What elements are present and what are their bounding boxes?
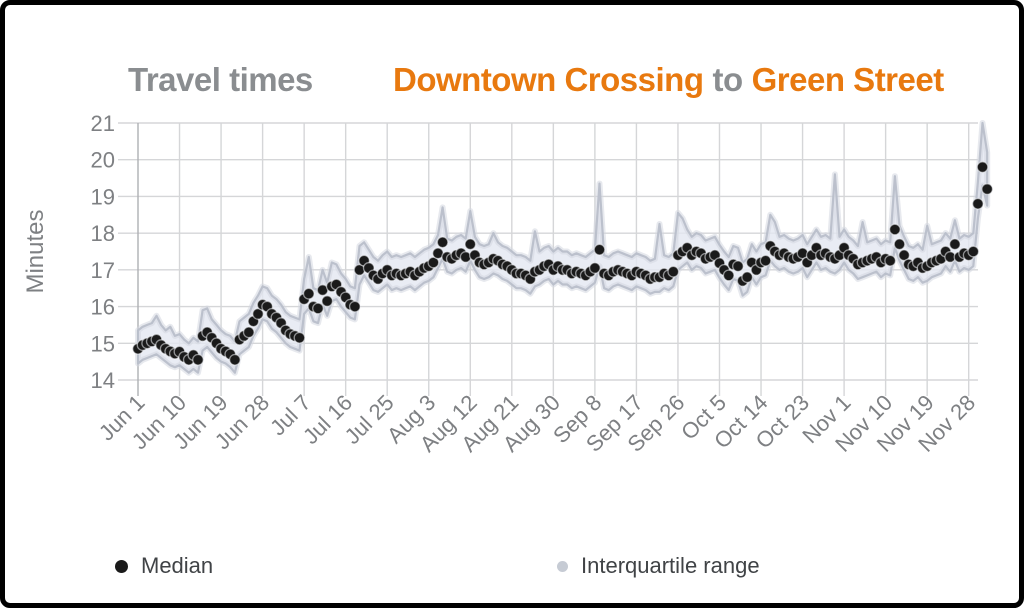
median-dot [302, 287, 315, 300]
y-axis-title: Minutes [22, 209, 49, 293]
legend-label-median: Median [141, 553, 214, 578]
median-dot [588, 262, 601, 274]
median-dot [464, 238, 477, 251]
median-dot [252, 307, 264, 320]
y-tick-label: 20 [91, 148, 115, 173]
median-dot [888, 223, 901, 236]
iqr-band-halo [135, 120, 991, 376]
iqr-band [136, 121, 989, 374]
route-destination: Green Street [751, 61, 945, 98]
x-tick-label: Jul 25 [340, 390, 399, 449]
legend-label-iqr: Interquartile range [581, 553, 760, 578]
median-dot [893, 238, 906, 251]
route-origin: Downtown Crossing [393, 61, 704, 98]
y-tick-label: 15 [91, 331, 115, 356]
y-tick-label: 19 [91, 184, 115, 209]
median-dot [293, 331, 306, 344]
route-title: Downtown Crossing to Green Street [393, 61, 944, 99]
median-dot [593, 243, 606, 256]
median-dot [898, 249, 911, 262]
median-dots [132, 161, 994, 366]
median-dot [948, 238, 961, 251]
median-dot [427, 256, 440, 269]
route-connector: to [712, 61, 743, 98]
median-dot [981, 183, 994, 196]
median-dot [321, 295, 334, 308]
median-dot [192, 353, 204, 366]
median-marker-icon [115, 559, 128, 573]
legend-item-iqr: Interquartile range [557, 552, 760, 580]
page-title: Travel times [128, 61, 313, 98]
median-dot [667, 265, 680, 278]
legend-item-median: Median [115, 552, 213, 580]
y-tick-label: 16 [91, 295, 115, 320]
median-dot [732, 260, 744, 273]
median-dot [884, 254, 897, 267]
y-tick-label: 14 [91, 368, 115, 393]
median-dot [722, 269, 735, 282]
median-dot [967, 245, 980, 258]
median-dot [242, 326, 255, 339]
legend: Median Interquartile range [5, 552, 1019, 580]
median-dot [971, 197, 984, 210]
y-tick-label: 21 [91, 111, 115, 136]
y-tick-label: 17 [91, 258, 115, 283]
iqr-marker-icon [557, 560, 568, 572]
y-tick-label: 18 [91, 221, 115, 246]
median-dot [228, 353, 241, 366]
median-dot [976, 161, 989, 174]
median-dot [759, 254, 772, 267]
median-dot [741, 271, 754, 284]
median-dot [312, 302, 324, 315]
median-dot [436, 236, 449, 249]
median-dot [348, 300, 361, 313]
